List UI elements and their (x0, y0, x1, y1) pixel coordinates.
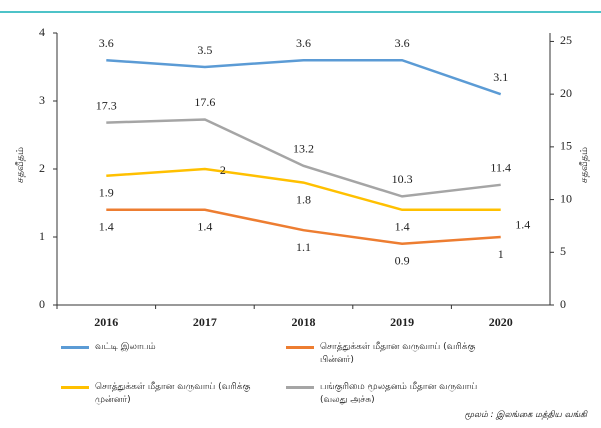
data-label: 3.6 (99, 36, 114, 50)
legend-label: வட்டி இலாபம் (95, 342, 156, 352)
series-line (106, 208, 501, 246)
y-tick-label: 2 (39, 161, 45, 175)
data-label: 3.6 (296, 36, 311, 50)
legend-label: சொத்துக்கள் மீதான வருவாய் (வரிக்கு பின்ன… (320, 342, 476, 365)
data-label: 1.4 (515, 218, 530, 232)
legend-label: பங்குரிமை மூலதனம் மீதான வருவாய் (வலது அச… (320, 382, 478, 405)
y2-tick-label: 15 (560, 139, 572, 153)
y2-tick-label: 10 (560, 191, 572, 205)
data-label: 1.8 (296, 192, 311, 206)
x-tick-label: 2017 (193, 315, 217, 329)
y2-tick-label: 5 (560, 244, 566, 258)
legend-swatch (286, 386, 314, 389)
legend-item: சொத்துக்கள் மீதான வருவாய் (வரிக்கு முன்ன… (61, 381, 295, 407)
y-tick-label: 0 (39, 297, 45, 311)
legend-item: சொத்துக்கள் மீதான வருவாய் (வரிக்கு பின்ன… (286, 341, 520, 367)
legend-swatch (286, 346, 314, 349)
y-axis-label: சதவீதம் (15, 147, 26, 183)
data-label: 10.3 (392, 172, 413, 186)
y2-axis-label: சதவீதம் (579, 147, 590, 183)
y-tick-label: 4 (39, 25, 45, 39)
data-label: 1.1 (296, 240, 311, 254)
data-label: 2 (220, 163, 226, 177)
legend-item: பங்குரிமை மூலதனம் மீதான வருவாய் (வலது அச… (286, 381, 520, 407)
data-label: 3.1 (493, 70, 508, 84)
data-label: 11.4 (490, 161, 511, 175)
data-label: 1 (498, 247, 504, 261)
y2-tick-label: 20 (560, 86, 572, 100)
y-tick-label: 1 (39, 229, 45, 243)
data-label: 1.9 (99, 186, 114, 200)
source: மூலம் : இலங்கை மத்திய வங்கி (464, 410, 587, 420)
data-label: 3.5 (197, 43, 212, 57)
legend-swatch (61, 346, 89, 349)
series-line (106, 118, 501, 198)
series-line (106, 58, 502, 96)
data-label: 3.6 (395, 36, 410, 50)
data-label: 1.4 (99, 220, 114, 234)
data-label: 17.6 (194, 95, 215, 109)
y2-tick-label: 0 (560, 297, 566, 311)
legend-item: வட்டி இலாபம் (61, 341, 295, 354)
data-label: 1.4 (197, 220, 212, 234)
plot: சதவீதம் சதவீதம் 0 1 2 3 4 0 5 10 15 20 25 2016 2017 2… (0, 11, 601, 329)
data-label: 0.9 (395, 254, 410, 268)
y2-tick-label: 25 (560, 33, 572, 47)
data-label: 17.3 (96, 98, 117, 112)
x-tick-label: 2018 (292, 315, 316, 329)
x-tick-label: 2020 (489, 315, 513, 329)
legend-label: சொத்துக்கள் மீதான வருவாய் (வரிக்கு முன்ன… (95, 382, 251, 405)
legend-swatch (61, 386, 89, 389)
x-tick-label: 2019 (390, 315, 414, 329)
series-line (106, 167, 501, 212)
y-tick-label: 3 (39, 93, 45, 107)
data-label: 1.4 (395, 220, 410, 234)
x-tick-label: 2016 (94, 315, 118, 329)
data-label: 13.2 (293, 142, 314, 156)
